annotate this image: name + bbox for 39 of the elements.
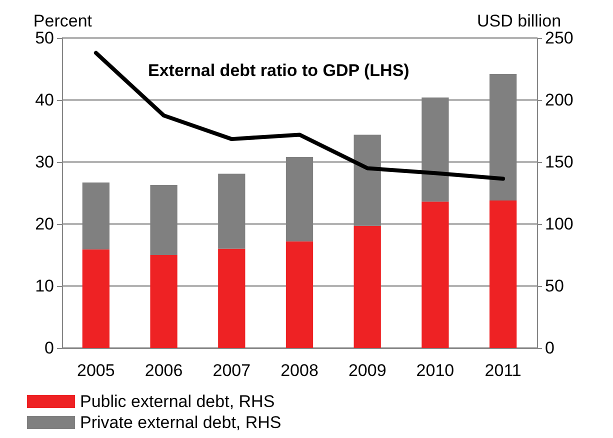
y2-tick-label: 50 xyxy=(545,276,564,296)
x-tick-label: 2008 xyxy=(280,361,318,380)
y2-tick-label: 200 xyxy=(545,90,574,110)
bar xyxy=(82,182,110,250)
x-tick-label: 2011 xyxy=(484,361,522,380)
x-tick-label: 2007 xyxy=(212,361,251,380)
legend-label: Public external debt, RHS xyxy=(80,392,275,411)
bar xyxy=(490,74,517,200)
x-tick-label: 2006 xyxy=(144,361,183,380)
bar xyxy=(354,226,381,348)
y2-tick-label: 0 xyxy=(545,338,554,358)
y2-tick-label: 250 xyxy=(545,28,574,48)
annotation: External debt ratio to GDP (LHS) xyxy=(148,61,410,80)
y-axis-title: Percent xyxy=(33,12,92,31)
y2-tick-label: 100 xyxy=(545,214,574,234)
bar xyxy=(422,202,449,348)
line-series xyxy=(94,50,506,181)
x-tick-label: 2010 xyxy=(416,361,454,380)
y2-axis-title: USD billion xyxy=(477,12,562,31)
y-tick-label: 50 xyxy=(35,28,54,48)
bar xyxy=(490,200,517,348)
bar xyxy=(286,157,314,242)
legend-label: Private external debt, RHS xyxy=(80,413,282,432)
y-tick-label: 20 xyxy=(35,214,54,234)
bar xyxy=(150,184,178,255)
bar xyxy=(218,174,246,249)
y-tick-label: 30 xyxy=(35,152,54,172)
bar xyxy=(286,241,314,348)
x-tick-label: 2009 xyxy=(348,361,386,380)
bar xyxy=(218,248,246,348)
bar xyxy=(150,255,178,348)
y-tick-label: 0 xyxy=(44,338,54,358)
x-tick-label: 2005 xyxy=(77,361,115,380)
y2-tick-label: 150 xyxy=(545,152,574,172)
y-tick-label: 10 xyxy=(35,276,54,296)
y-tick-label: 40 xyxy=(35,90,54,110)
bar xyxy=(422,98,449,202)
bar xyxy=(354,134,381,226)
bar xyxy=(82,249,110,348)
